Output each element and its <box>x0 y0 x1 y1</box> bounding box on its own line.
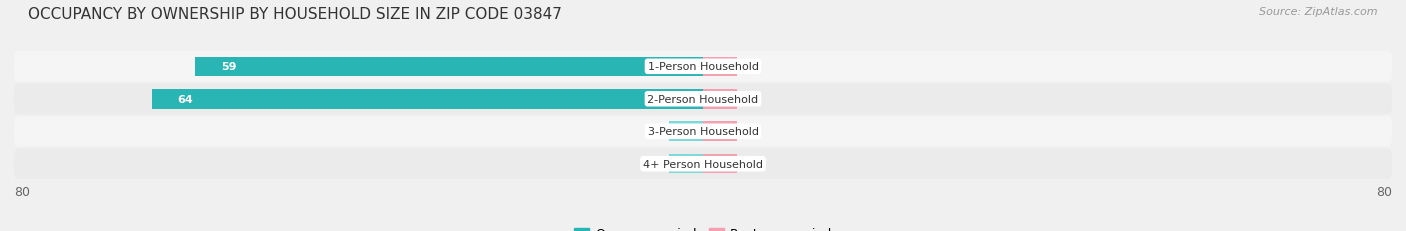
Text: 1-Person Household: 1-Person Household <box>648 62 758 72</box>
FancyBboxPatch shape <box>14 52 1392 82</box>
Text: 80: 80 <box>14 185 30 198</box>
Bar <box>195 57 703 77</box>
Legend: Owner-occupied, Renter-occupied: Owner-occupied, Renter-occupied <box>568 222 838 231</box>
FancyBboxPatch shape <box>14 149 1392 179</box>
Text: Source: ZipAtlas.com: Source: ZipAtlas.com <box>1260 7 1378 17</box>
FancyBboxPatch shape <box>14 84 1392 115</box>
Bar <box>703 122 738 141</box>
FancyBboxPatch shape <box>14 116 1392 147</box>
Text: 0: 0 <box>747 62 754 72</box>
Text: 2-Person Household: 2-Person Household <box>647 94 759 104</box>
Text: 0: 0 <box>747 159 754 169</box>
Bar <box>669 122 703 141</box>
Text: 0: 0 <box>747 127 754 137</box>
Bar <box>703 90 738 109</box>
Text: 3-Person Household: 3-Person Household <box>648 127 758 137</box>
Bar <box>703 154 738 174</box>
Text: 0: 0 <box>652 127 659 137</box>
Text: 64: 64 <box>177 94 194 104</box>
Bar <box>669 154 703 174</box>
Bar <box>152 90 703 109</box>
Text: 80: 80 <box>1376 185 1392 198</box>
Bar <box>703 57 738 77</box>
Text: 0: 0 <box>652 159 659 169</box>
Text: 59: 59 <box>221 62 236 72</box>
Text: OCCUPANCY BY OWNERSHIP BY HOUSEHOLD SIZE IN ZIP CODE 03847: OCCUPANCY BY OWNERSHIP BY HOUSEHOLD SIZE… <box>28 7 562 22</box>
Text: 0: 0 <box>747 94 754 104</box>
Text: 4+ Person Household: 4+ Person Household <box>643 159 763 169</box>
